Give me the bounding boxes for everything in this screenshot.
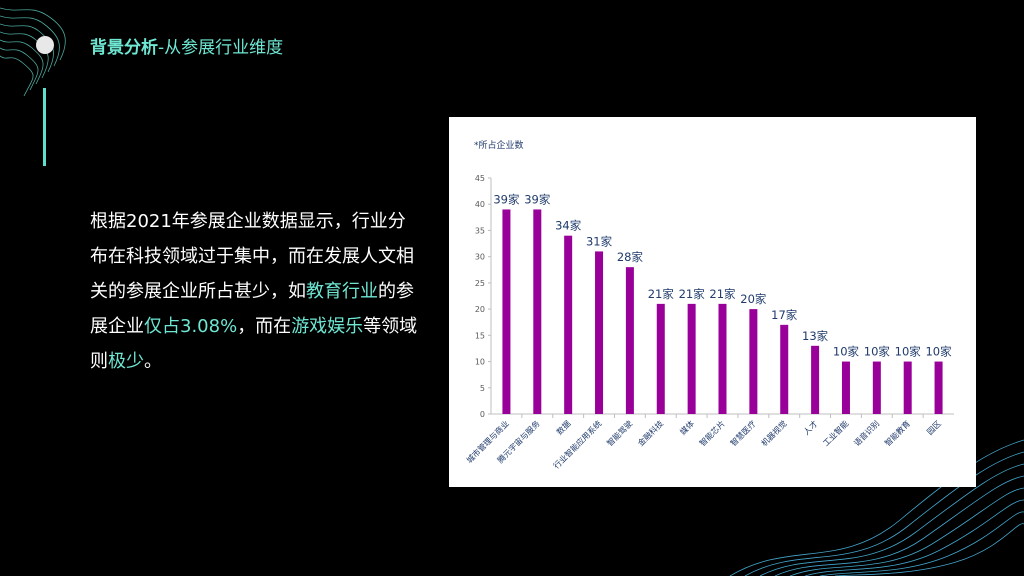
bar	[872, 361, 881, 414]
title-bullet-dot	[36, 36, 54, 54]
y-tick-label: 15	[475, 331, 485, 340]
summary-text-1: 根据2021年参展企业数据显示，行业分布在科技领域过于集中，而在发展人文相关的参…	[90, 211, 414, 302]
bar-value-label: 20家	[740, 292, 767, 306]
bar-value-label: 39家	[524, 192, 551, 206]
x-category-label: 智能驾驶	[605, 418, 635, 448]
bar	[749, 309, 758, 414]
bar-value-label: 21家	[679, 287, 706, 301]
x-category-label: 机器视觉	[759, 418, 789, 448]
x-category-label: 园区	[925, 419, 943, 437]
x-category-label: 人才	[801, 418, 819, 436]
summary-text-2: 的参展企业	[90, 281, 414, 337]
bar	[533, 209, 542, 414]
x-category-label: 金融科技	[635, 418, 665, 448]
bar-value-label: 34家	[555, 219, 582, 233]
x-category-label: 媒体	[678, 418, 696, 436]
x-category-label: 语音识别	[852, 418, 882, 448]
bar	[718, 303, 727, 414]
y-tick-label: 30	[475, 253, 485, 262]
bar	[841, 361, 850, 414]
y-tick-label: 20	[475, 305, 485, 314]
bar-value-label: 13家	[802, 329, 829, 343]
bar-value-label: 21家	[648, 287, 675, 301]
bar-value-label: 10家	[864, 345, 891, 359]
y-tick-label: 10	[475, 358, 485, 367]
bar-value-label: 10家	[925, 345, 952, 359]
highlight-rare: 极少	[108, 351, 144, 372]
page-title-rest: -从参展行业维度	[158, 38, 284, 58]
bar-value-label: 10家	[895, 345, 922, 359]
page-title: 背景分析-从参展行业维度	[90, 33, 283, 58]
bar	[903, 361, 912, 414]
bar-value-label: 10家	[833, 345, 860, 359]
y-axis-title: *所占企业数	[474, 139, 524, 151]
bar	[687, 303, 696, 414]
bar-value-label: 39家	[493, 192, 520, 206]
y-tick-label: 5	[480, 384, 485, 393]
bar	[625, 267, 634, 414]
y-tick-label: 35	[475, 226, 485, 235]
summary-text-3: ，而在	[237, 316, 292, 337]
wave-lines-bottom-right	[729, 439, 1024, 576]
y-tick-label: 45	[475, 174, 485, 183]
x-category-label: 智慧医疗	[728, 418, 758, 448]
summary-text-5: 。	[144, 351, 162, 372]
bar	[780, 324, 789, 414]
chart-panel: *所占企业数 0 5 10 15 20 25 30 35 40 45 39家 城市管理与商业 39家 腾元宇…	[449, 117, 976, 487]
bar-chart: *所占企业数05101520253035404539家城市管理与商业39家腾元宇…	[464, 139, 954, 471]
y-tick-label: 40	[475, 200, 485, 209]
y-tick-label: 0	[480, 410, 485, 419]
bar	[502, 209, 511, 414]
summary-paragraph: 根据2021年参展企业数据显示，行业分布在科技领域过于集中，而在发展人文相关的参…	[90, 204, 420, 379]
bar	[564, 235, 573, 414]
bar-value-label: 21家	[709, 287, 736, 301]
x-category-label: 数据	[554, 418, 572, 436]
bar-value-label: 28家	[617, 250, 644, 264]
summary-text-4: 等领域则	[90, 316, 418, 372]
highlight-gaming: 游戏娱乐	[291, 316, 364, 337]
x-category-label: 工业智能	[821, 418, 851, 448]
highlight-percentage: 仅占3.08%	[144, 316, 238, 337]
page-title-bold: 背景分析	[90, 38, 158, 58]
y-tick-label: 25	[475, 279, 485, 288]
x-category-label: 智能芯片	[697, 418, 727, 448]
accent-vertical-bar	[43, 88, 46, 166]
bar	[595, 251, 604, 414]
bar-value-label: 31家	[586, 234, 613, 248]
x-category-label: 智能教育	[882, 418, 912, 448]
bar-value-label: 17家	[771, 308, 798, 322]
bar	[934, 361, 943, 414]
highlight-education: 教育行业	[306, 281, 378, 302]
bar	[656, 303, 665, 414]
wave-lines-top-left	[0, 7, 66, 97]
bar	[811, 345, 820, 414]
